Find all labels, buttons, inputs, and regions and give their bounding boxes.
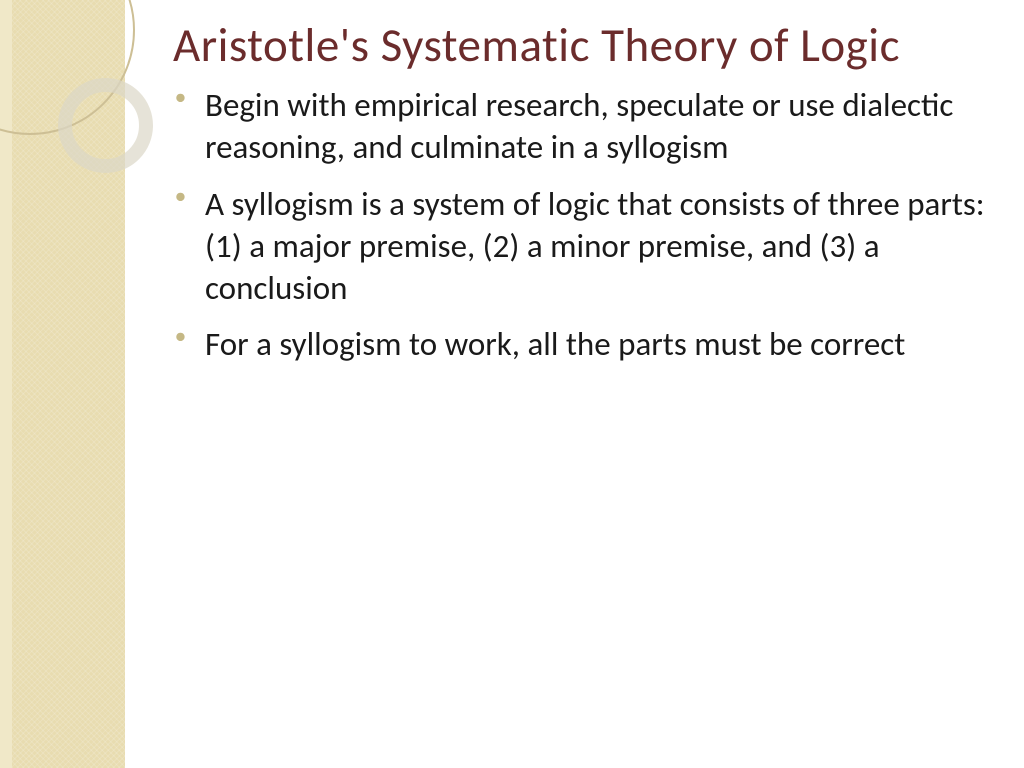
- slide-title: Aristotle's Systematic Theory of Logic: [173, 18, 994, 72]
- slide-content: Aristotle's Systematic Theory of Logic B…: [173, 18, 994, 379]
- bullet-item: For a syllogism to work, all the parts m…: [205, 323, 994, 365]
- bullet-list: Begin with empirical research, speculate…: [173, 84, 994, 365]
- decorative-circle-small: [58, 78, 153, 173]
- bullet-item: A syllogism is a system of logic that co…: [205, 183, 994, 310]
- bullet-item: Begin with empirical research, speculate…: [205, 84, 994, 168]
